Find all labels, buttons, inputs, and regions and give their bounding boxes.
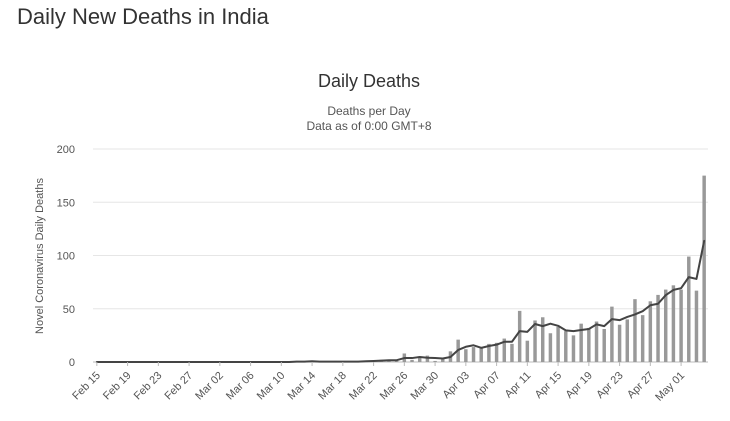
- x-tick-label: Mar 18: [316, 370, 349, 403]
- chart-title: Daily Deaths: [318, 71, 420, 91]
- bar: [702, 175, 706, 362]
- bar: [479, 347, 483, 362]
- chart-subtitle-line-1: Deaths per Day: [327, 104, 410, 118]
- bar: [510, 343, 514, 362]
- x-tick-label: Mar 26: [378, 370, 411, 403]
- y-tick-label: 150: [57, 197, 75, 209]
- bar: [494, 342, 499, 362]
- y-axis-label: Novel Coronavirus Daily Deaths: [34, 178, 46, 334]
- x-tick-label: May 01: [653, 370, 687, 404]
- bar: [464, 349, 468, 362]
- bar: [663, 289, 668, 362]
- bar-series: [294, 175, 706, 362]
- x-tick-label: Mar 06: [224, 370, 257, 403]
- bar: [394, 360, 399, 362]
- bar: [694, 290, 699, 362]
- y-tick-label: 0: [69, 357, 75, 369]
- y-tick-label: 50: [63, 304, 75, 316]
- x-tick-label: Mar 14: [286, 370, 319, 403]
- moving-average-line: [95, 239, 706, 363]
- y-tick-label: 100: [57, 251, 75, 263]
- bar: [502, 338, 507, 362]
- bar: [533, 320, 537, 362]
- bar: [656, 294, 660, 362]
- x-tick-label: Apr 19: [564, 370, 595, 401]
- x-tick-label: Mar 22: [347, 370, 380, 403]
- bar: [517, 310, 522, 362]
- x-tick-label: Mar 30: [409, 370, 442, 403]
- bar: [441, 358, 445, 362]
- bar: [433, 360, 437, 362]
- x-tick-label: Apr 07: [471, 370, 502, 401]
- x-tick-label: Apr 15: [533, 370, 564, 401]
- bar: [571, 335, 576, 362]
- bar: [648, 301, 653, 362]
- x-tick-label: Feb 23: [132, 370, 165, 403]
- x-tick-label: Mar 10: [255, 370, 288, 403]
- bar: [410, 359, 414, 362]
- bar: [417, 357, 422, 362]
- chart-subtitle-line-2: Data as of 0:00 GMT+8: [306, 119, 431, 133]
- x-tick-label: Feb 27: [163, 370, 196, 403]
- bar: [594, 321, 599, 362]
- bar: [487, 343, 491, 362]
- x-tick-label: Apr 03: [441, 370, 472, 401]
- bar: [471, 347, 476, 362]
- bar: [633, 299, 637, 362]
- bar: [425, 355, 430, 362]
- bar: [610, 306, 614, 362]
- moving-average-series: [95, 239, 706, 363]
- page-heading: Daily New Deaths in India: [17, 4, 269, 29]
- bar: [548, 333, 553, 362]
- bar: [617, 324, 622, 362]
- bar: [625, 319, 630, 362]
- bar: [556, 326, 560, 362]
- x-tick-label: Feb 15: [70, 370, 103, 403]
- x-tick-label: Feb 19: [101, 370, 134, 403]
- bar: [579, 323, 583, 362]
- bar: [564, 331, 568, 362]
- y-axis-ticks: 0 50 100 150 200: [57, 144, 75, 369]
- bar: [687, 256, 691, 362]
- bar: [587, 327, 591, 362]
- bar: [640, 315, 645, 362]
- x-tick-label: Mar 02: [193, 370, 226, 403]
- bar: [679, 289, 683, 362]
- bar: [540, 317, 545, 362]
- grid-lines: [93, 148, 708, 363]
- bar: [525, 340, 530, 362]
- x-tick-label: Apr 11: [503, 370, 534, 401]
- x-tick-label: Apr 27: [625, 370, 656, 401]
- x-tick-label: Apr 23: [594, 370, 625, 401]
- bar: [602, 328, 606, 362]
- bar: [671, 285, 676, 362]
- y-tick-label: 200: [57, 144, 75, 156]
